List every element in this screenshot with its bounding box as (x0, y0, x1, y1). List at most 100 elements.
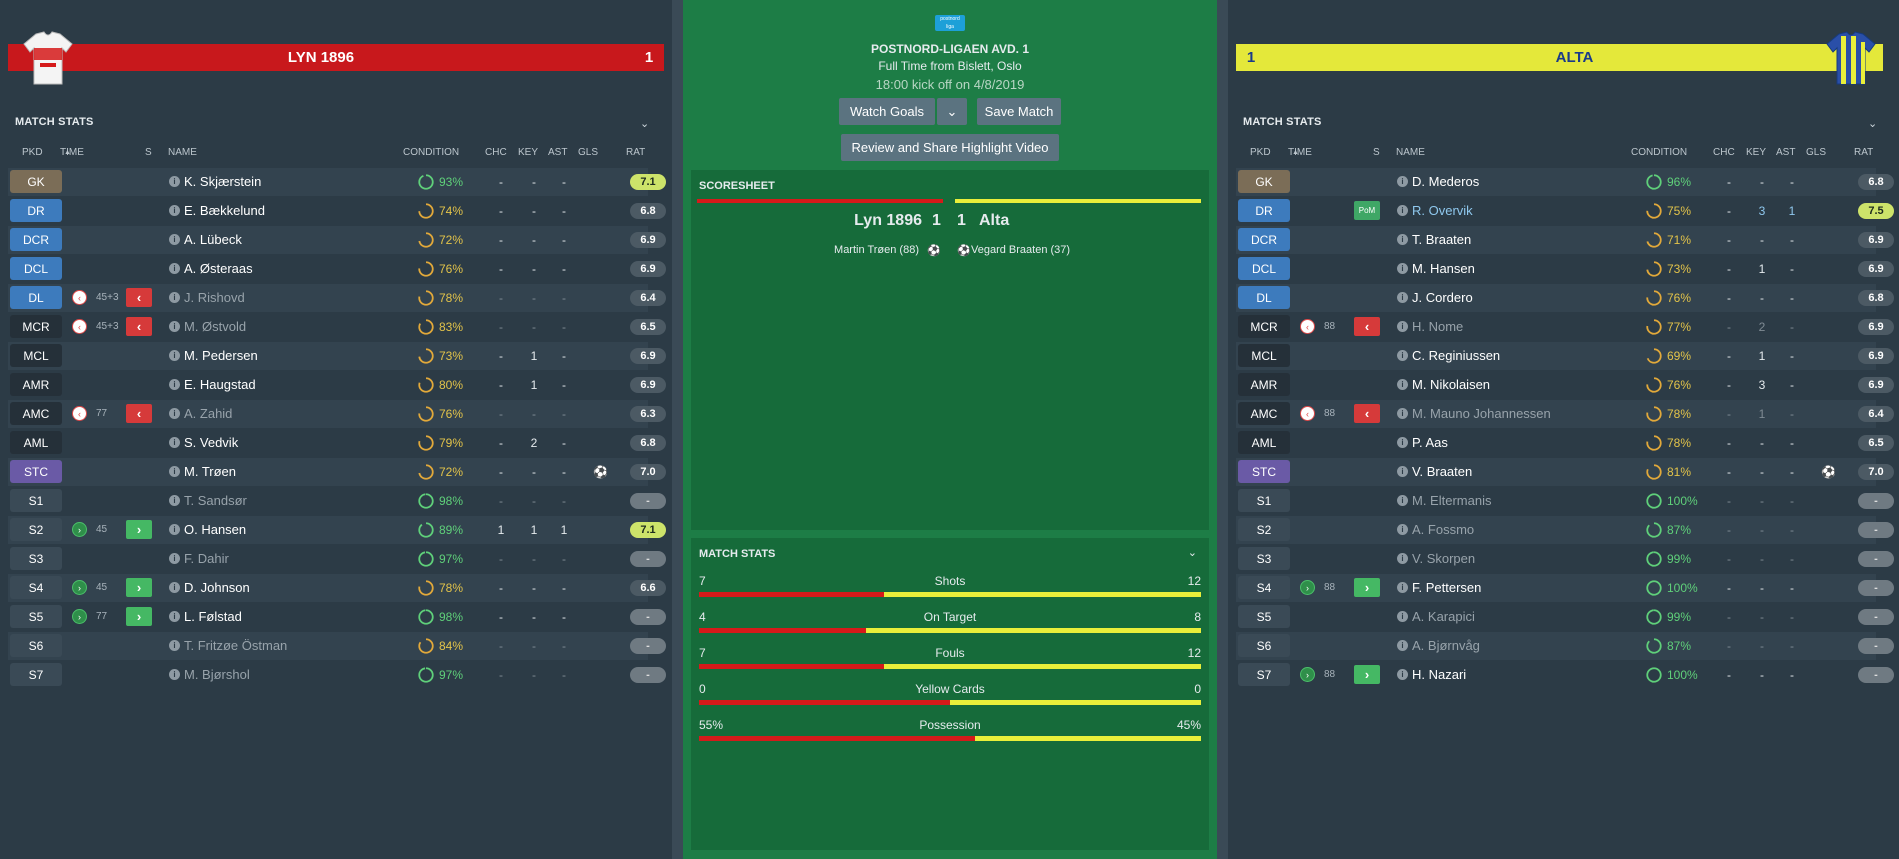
info-icon[interactable]: i (169, 495, 180, 506)
sub-in-button[interactable]: › (1354, 665, 1380, 684)
table-row[interactable]: S6 i A. Bjørnvåg 87% - - - - (1236, 632, 1894, 660)
table-row[interactable]: STC i M. Trøen 72% - - - ⚽ 7.0 (8, 458, 666, 486)
info-icon[interactable]: i (1397, 263, 1408, 274)
position-badge[interactable]: GK (10, 170, 62, 193)
position-badge[interactable]: AMR (1238, 373, 1290, 396)
player-name[interactable]: R. Overvik (1412, 203, 1473, 218)
position-badge[interactable]: STC (10, 460, 62, 483)
info-icon[interactable]: i (169, 176, 180, 187)
table-row[interactable]: DCL i A. Østeraas 76% - - - 6.9 (8, 255, 666, 283)
table-row[interactable]: AMC ‹ 77 ‹ i A. Zahid 76% - - - 6.3 (8, 400, 666, 428)
player-name[interactable]: D. Mederos (1412, 174, 1480, 189)
info-icon[interactable]: i (1397, 553, 1408, 564)
player-name[interactable]: A. Lübeck (184, 232, 242, 247)
table-row[interactable]: GK i K. Skjærstein 93% - - - 7.1 (8, 168, 666, 196)
watch-goals-button[interactable]: Watch Goals (839, 98, 935, 125)
position-badge[interactable]: MCR (1238, 315, 1290, 338)
position-badge[interactable]: DL (1238, 286, 1290, 309)
info-icon[interactable]: i (1397, 408, 1408, 419)
position-badge[interactable]: S2 (1238, 518, 1290, 541)
player-name[interactable]: S. Vedvik (184, 435, 239, 450)
position-badge[interactable]: AMC (10, 402, 62, 425)
player-name[interactable]: P. Aas (1412, 435, 1448, 450)
info-icon[interactable]: i (169, 292, 180, 303)
chevron-down-icon[interactable]: ⌄ (1187, 547, 1197, 559)
player-name[interactable]: T. Sandsør (184, 493, 247, 508)
position-badge[interactable]: DL (10, 286, 62, 309)
column-header-s[interactable]: S (145, 147, 152, 158)
table-row[interactable]: DL ‹ 45+3 ‹ i J. Rishovd 78% - - - 6.4 (8, 284, 666, 312)
player-name[interactable]: O. Hansen (184, 522, 247, 537)
table-row[interactable]: S1 i T. Sandsør 98% - - - - (8, 487, 666, 515)
table-row[interactable]: DL i J. Cordero 76% - - - 6.8 (1236, 284, 1894, 312)
table-row[interactable]: S2 › 45 › i O. Hansen 89% 1 1 1 7.1 (8, 516, 666, 544)
position-badge[interactable]: S1 (1238, 489, 1290, 512)
position-badge[interactable]: DCR (1238, 228, 1290, 251)
player-name[interactable]: A. Bjørnvåg (1412, 638, 1480, 653)
column-header-s[interactable]: S (1373, 147, 1380, 158)
player-name[interactable]: F. Dahir (184, 551, 229, 566)
sub-in-button[interactable]: › (1354, 578, 1380, 597)
player-name[interactable]: M. Pedersen (184, 348, 258, 363)
player-name[interactable]: J. Cordero (1412, 290, 1473, 305)
table-row[interactable]: MCR ‹ 88 ‹ i H. Nome 77% - 2 - 6.9 (1236, 313, 1894, 341)
player-name[interactable]: H. Nome (1412, 319, 1464, 334)
column-header-gls[interactable]: GLS (578, 147, 599, 158)
table-row[interactable]: DCR i T. Braaten 71% - - - 6.9 (1236, 226, 1894, 254)
column-header-pkd[interactable]: PKD (1250, 147, 1271, 158)
player-name[interactable]: M. Hansen (1412, 261, 1475, 276)
player-name[interactable]: M. Eltermanis (1412, 493, 1492, 508)
column-header-chc[interactable]: CHC (1713, 147, 1735, 158)
column-header-gls[interactable]: GLS (1806, 147, 1827, 158)
position-badge[interactable]: S3 (1238, 547, 1290, 570)
column-header-chc[interactable]: CHC (485, 147, 507, 158)
info-icon[interactable]: i (1397, 350, 1408, 361)
save-match-button[interactable]: Save Match (977, 98, 1061, 125)
sort-ascending-icon[interactable]: ▲ (1292, 149, 1299, 156)
table-row[interactable]: S4 › 45 › i D. Johnson 78% - - - 6.6 (8, 574, 666, 602)
info-icon[interactable]: i (1397, 466, 1408, 477)
player-name[interactable]: J. Rishovd (184, 290, 245, 305)
info-icon[interactable]: i (1397, 321, 1408, 332)
info-icon[interactable]: i (1397, 640, 1408, 651)
table-row[interactable]: S5 › 77 › i L. Følstad 98% - - - - (8, 603, 666, 631)
player-name[interactable]: C. Reginiussen (1412, 348, 1501, 363)
table-row[interactable]: S6 i T. Fritzøe Östman 84% - - - - (8, 632, 666, 660)
table-row[interactable]: S2 i A. Fossmo 87% - - - - (1236, 516, 1894, 544)
position-badge[interactable]: STC (1238, 460, 1290, 483)
column-header-pkd[interactable]: PKD (22, 147, 43, 158)
column-header-time[interactable]: TIME (60, 147, 84, 158)
info-icon[interactable]: i (1397, 437, 1408, 448)
column-header-ast[interactable]: AST (1776, 147, 1796, 158)
player-name[interactable]: M. Trøen (184, 464, 237, 479)
table-row[interactable]: STC i V. Braaten 81% - - - ⚽ 7.0 (1236, 458, 1894, 486)
info-icon[interactable]: i (169, 350, 180, 361)
column-header-name[interactable]: NAME (168, 147, 197, 158)
position-badge[interactable]: AML (10, 431, 62, 454)
table-row[interactable]: MCL i C. Reginiussen 69% - 1 - 6.9 (1236, 342, 1894, 370)
player-name[interactable]: M. Nikolaisen (1412, 377, 1491, 392)
position-badge[interactable]: S5 (10, 605, 62, 628)
table-row[interactable]: S3 i V. Skorpen 99% - - - - (1236, 545, 1894, 573)
column-header-ast[interactable]: AST (548, 147, 568, 158)
info-icon[interactable]: i (169, 205, 180, 216)
column-header-condition[interactable]: CONDITION (403, 147, 460, 158)
position-badge[interactable]: S4 (10, 576, 62, 599)
info-icon[interactable]: i (169, 582, 180, 593)
info-icon[interactable]: i (169, 263, 180, 274)
table-row[interactable]: DCR i A. Lübeck 72% - - - 6.9 (8, 226, 666, 254)
player-name[interactable]: T. Braaten (1412, 232, 1472, 247)
info-icon[interactable]: i (169, 611, 180, 622)
table-row[interactable]: S4 › 88 › i F. Pettersen 100% - - - - (1236, 574, 1894, 602)
player-name[interactable]: E. Haugstad (184, 377, 256, 392)
table-row[interactable]: AML i S. Vedvik 79% - 2 - 6.8 (8, 429, 666, 457)
sub-in-button[interactable]: › (126, 578, 152, 597)
player-name[interactable]: H. Nazari (1412, 667, 1467, 682)
player-name[interactable]: A. Zahid (184, 406, 233, 421)
table-row[interactable]: AMR i M. Nikolaisen 76% - 3 - 6.9 (1236, 371, 1894, 399)
sub-out-button[interactable]: ‹ (126, 317, 152, 336)
table-row[interactable]: AMR i E. Haugstad 80% - 1 - 6.9 (8, 371, 666, 399)
column-header-condition[interactable]: CONDITION (1631, 147, 1688, 158)
table-row[interactable]: AML i P. Aas 78% - - - 6.5 (1236, 429, 1894, 457)
column-header-rat[interactable]: RAT (1854, 147, 1874, 158)
